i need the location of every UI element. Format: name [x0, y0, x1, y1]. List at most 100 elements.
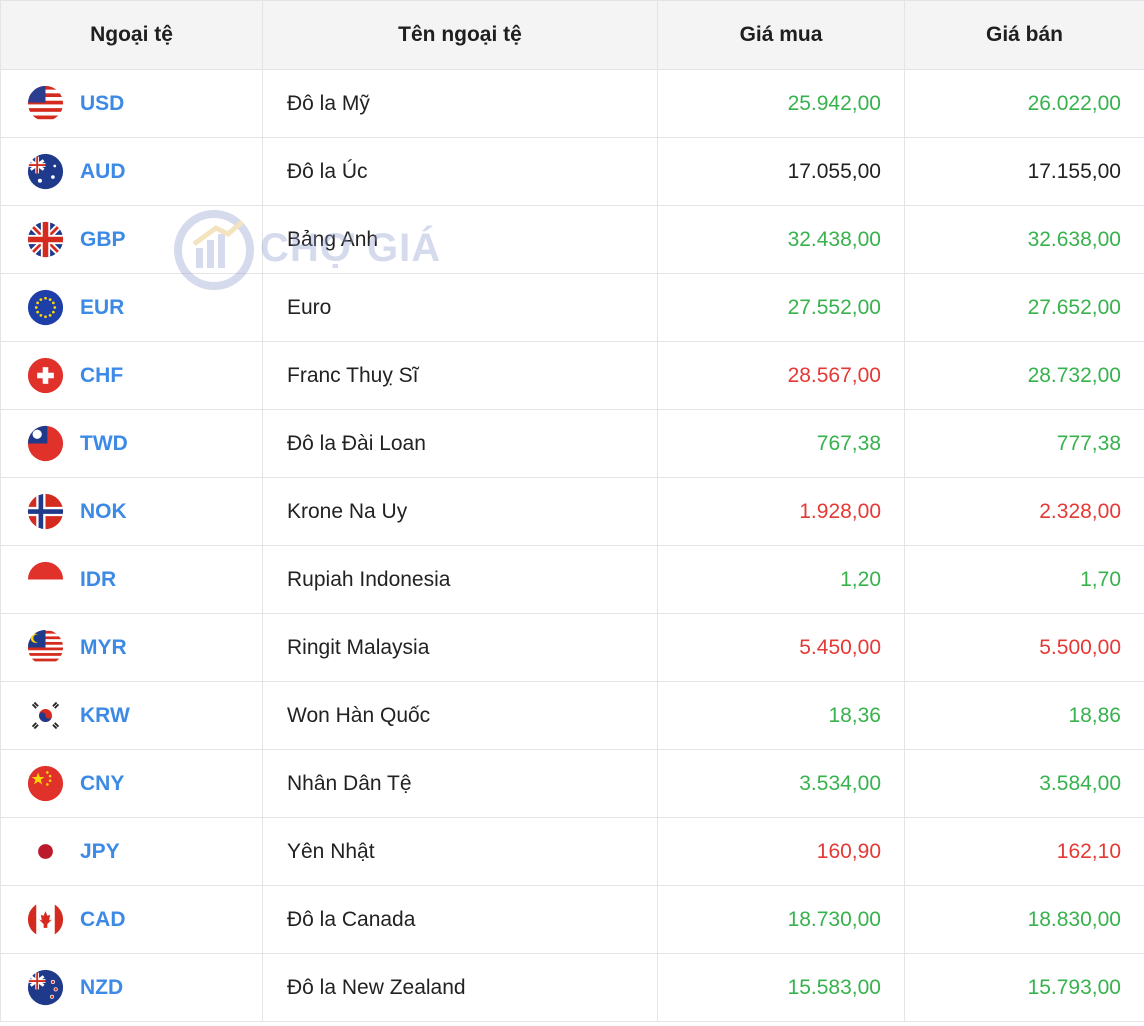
header-currency-name: Tên ngoại tệ [262, 0, 658, 70]
buy-price: 160,90 [657, 817, 905, 886]
currency-name: Rupiah Indonesia [262, 545, 658, 614]
us-flag-icon [27, 85, 64, 122]
currency-code-link[interactable]: TWD [80, 431, 128, 455]
buy-price: 5.450,00 [657, 613, 905, 682]
currency-code-cell: IDR [0, 545, 263, 614]
currency-code-link[interactable]: CNY [80, 771, 125, 795]
currency-name: Won Hàn Quốc [262, 681, 658, 750]
sell-price: 162,10 [904, 817, 1144, 886]
table-row: IDR Rupiah Indonesia 1,20 1,70 [0, 545, 1144, 614]
sell-price: 5.500,00 [904, 613, 1144, 682]
currency-code-link[interactable]: EUR [80, 295, 125, 319]
table-row: KRW Won Hàn Quốc 18,36 18,86 [0, 681, 1144, 750]
currency-code-cell: NOK [0, 477, 263, 546]
buy-price: 1.928,00 [657, 477, 905, 546]
currency-code-link[interactable]: JPY [80, 839, 120, 863]
currency-code-cell: CAD [0, 885, 263, 954]
table-row: EUR Euro 27.552,00 27.652,00 [0, 273, 1144, 342]
au-flag-icon [27, 153, 64, 190]
currency-code-link[interactable]: CAD [80, 907, 126, 931]
currency-name: Đô la Đài Loan [262, 409, 658, 478]
buy-price: 17.055,00 [657, 137, 905, 206]
currency-code-link[interactable]: NZD [80, 975, 124, 999]
currency-name: Euro [262, 273, 658, 342]
table-row: GBP Bảng Anh 32.438,00 32.638,00 [0, 205, 1144, 274]
table-row: CHF Franc Thuỵ Sĩ 28.567,00 28.732,00 [0, 341, 1144, 410]
table-row: NOK Krone Na Uy 1.928,00 2.328,00 [0, 477, 1144, 546]
sell-price: 27.652,00 [904, 273, 1144, 342]
currency-name: Đô la Mỹ [262, 69, 658, 138]
buy-price: 27.552,00 [657, 273, 905, 342]
currency-name: Franc Thuỵ Sĩ [262, 341, 658, 410]
currency-code-cell: USD [0, 69, 263, 138]
currency-code-cell: KRW [0, 681, 263, 750]
buy-price: 767,38 [657, 409, 905, 478]
buy-price: 25.942,00 [657, 69, 905, 138]
sell-price: 2.328,00 [904, 477, 1144, 546]
buy-price: 32.438,00 [657, 205, 905, 274]
currency-code-cell: CNY [0, 749, 263, 818]
cn-flag-icon [27, 765, 64, 802]
kr-flag-icon [27, 697, 64, 734]
sell-price: 28.732,00 [904, 341, 1144, 410]
currency-code-cell: AUD [0, 137, 263, 206]
currency-name: Yên Nhật [262, 817, 658, 886]
currency-code-link[interactable]: USD [80, 91, 125, 115]
no-flag-icon [27, 493, 64, 530]
buy-price: 28.567,00 [657, 341, 905, 410]
header-sell-price: Giá bán [904, 0, 1144, 70]
jp-flag-icon [27, 833, 64, 870]
currency-code-link[interactable]: GBP [80, 227, 126, 251]
buy-price: 3.534,00 [657, 749, 905, 818]
table-row: NZD Đô la New Zealand 15.583,00 15.793,00 [0, 953, 1144, 1022]
table-row: AUD Đô la Úc 17.055,00 17.155,00 [0, 137, 1144, 206]
ca-flag-icon [27, 901, 64, 938]
currency-name: Đô la New Zealand [262, 953, 658, 1022]
sell-price: 32.638,00 [904, 205, 1144, 274]
my-flag-icon [27, 629, 64, 666]
buy-price: 1,20 [657, 545, 905, 614]
eu-flag-icon [27, 289, 64, 326]
currency-name: Krone Na Uy [262, 477, 658, 546]
currency-code-link[interactable]: CHF [80, 363, 124, 387]
currency-name: Đô la Canada [262, 885, 658, 954]
sell-price: 18.830,00 [904, 885, 1144, 954]
ch-flag-icon [27, 357, 64, 394]
sell-price: 3.584,00 [904, 749, 1144, 818]
currency-code-link[interactable]: MYR [80, 635, 127, 659]
header-buy-price: Giá mua [657, 0, 905, 70]
currency-code-link[interactable]: KRW [80, 703, 130, 727]
table-row: TWD Đô la Đài Loan 767,38 777,38 [0, 409, 1144, 478]
sell-price: 15.793,00 [904, 953, 1144, 1022]
currency-code-cell: TWD [0, 409, 263, 478]
id-flag-icon [27, 561, 64, 598]
table-header-row: Ngoại tệ Tên ngoại tệ Giá mua Giá bán [0, 0, 1144, 70]
currency-name: Nhân Dân Tệ [262, 749, 658, 818]
tw-flag-icon [27, 425, 64, 462]
header-currency-code: Ngoại tệ [0, 0, 263, 70]
buy-price: 18.730,00 [657, 885, 905, 954]
currency-code-cell: MYR [0, 613, 263, 682]
currency-name: Đô la Úc [262, 137, 658, 206]
table-row: CNY Nhân Dân Tệ 3.534,00 3.584,00 [0, 749, 1144, 818]
sell-price: 26.022,00 [904, 69, 1144, 138]
sell-price: 18,86 [904, 681, 1144, 750]
sell-price: 17.155,00 [904, 137, 1144, 206]
currency-code-link[interactable]: AUD [80, 159, 126, 183]
nz-flag-icon [27, 969, 64, 1006]
currency-code-link[interactable]: NOK [80, 499, 127, 523]
table-row: MYR Ringit Malaysia 5.450,00 5.500,00 [0, 613, 1144, 682]
table-row: JPY Yên Nhật 160,90 162,10 [0, 817, 1144, 886]
currency-name: Ringit Malaysia [262, 613, 658, 682]
currency-code-cell: GBP [0, 205, 263, 274]
sell-price: 777,38 [904, 409, 1144, 478]
currency-code-link[interactable]: IDR [80, 567, 117, 591]
table-row: CAD Đô la Canada 18.730,00 18.830,00 [0, 885, 1144, 954]
table-row: USD Đô la Mỹ 25.942,00 26.022,00 [0, 69, 1144, 138]
currency-code-cell: NZD [0, 953, 263, 1022]
currency-code-cell: CHF [0, 341, 263, 410]
currency-code-cell: EUR [0, 273, 263, 342]
currency-name: Bảng Anh [262, 205, 658, 274]
buy-price: 18,36 [657, 681, 905, 750]
